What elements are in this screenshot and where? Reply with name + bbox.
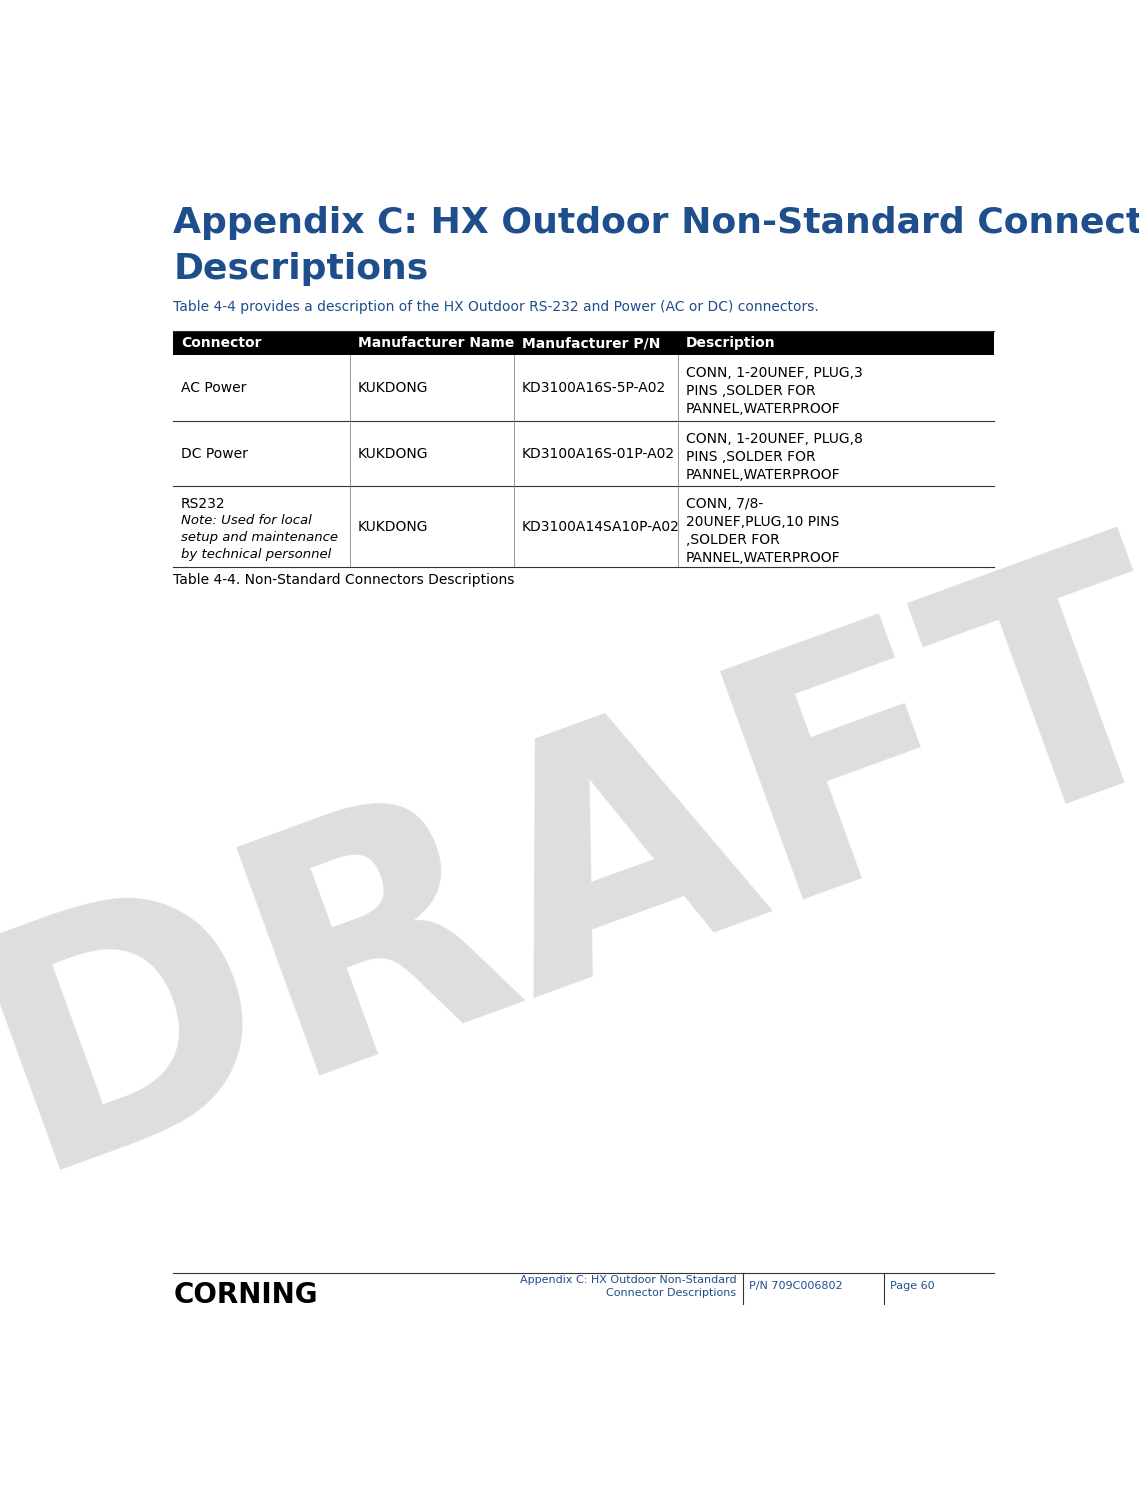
Text: DC Power: DC Power (181, 446, 248, 461)
Text: KD3100A16S-01P-A02: KD3100A16S-01P-A02 (522, 446, 674, 461)
Text: RS232: RS232 (181, 497, 226, 511)
Text: KUKDONG: KUKDONG (358, 381, 428, 396)
Bar (173, 331, 994, 355)
Text: Table 4-4 provides a description of the HX Outdoor RS-232 and Power (AC or DC) c: Table 4-4 provides a description of the … (173, 300, 819, 314)
Text: Note: Used for local: Note: Used for local (181, 514, 312, 527)
Text: Descriptions: Descriptions (173, 252, 428, 287)
Text: CONN, 7/8-: CONN, 7/8- (686, 497, 763, 511)
Text: PINS ,SOLDER FOR: PINS ,SOLDER FOR (686, 384, 816, 399)
Text: CONN, 1-20UNEF, PLUG,3: CONN, 1-20UNEF, PLUG,3 (686, 366, 862, 381)
Text: Manufacturer P/N: Manufacturer P/N (522, 336, 661, 351)
Text: KD3100A16S-5P-A02: KD3100A16S-5P-A02 (522, 381, 666, 396)
Text: 20UNEF,PLUG,10 PINS: 20UNEF,PLUG,10 PINS (686, 515, 839, 529)
Text: KUKDONG: KUKDONG (358, 520, 428, 534)
Text: by technical personnel: by technical personnel (181, 548, 331, 561)
Text: ,SOLDER FOR: ,SOLDER FOR (686, 533, 779, 548)
Text: PANNEL,WATERPROOF: PANNEL,WATERPROOF (686, 403, 841, 417)
Text: Manufacturer Name: Manufacturer Name (358, 336, 514, 351)
Bar (173, 487, 994, 567)
Text: Table 4-4. Non-Standard Connectors Descriptions: Table 4-4. Non-Standard Connectors Descr… (173, 573, 515, 587)
Text: PINS ,SOLDER FOR: PINS ,SOLDER FOR (686, 449, 816, 464)
Text: setup and maintenance: setup and maintenance (181, 532, 338, 543)
Text: CONN, 1-20UNEF, PLUG,8: CONN, 1-20UNEF, PLUG,8 (686, 431, 862, 446)
Text: KUKDONG: KUKDONG (358, 446, 428, 461)
Bar (173, 355, 994, 421)
Text: Appendix C: HX Outdoor Non-Standard Connector: Appendix C: HX Outdoor Non-Standard Conn… (173, 206, 1139, 240)
Text: KD3100A14SA10P-A02: KD3100A14SA10P-A02 (522, 520, 680, 534)
Text: Connector: Connector (181, 336, 262, 351)
Text: Description: Description (686, 336, 776, 351)
Text: P/N 709C006802: P/N 709C006802 (748, 1281, 843, 1291)
Text: DRAFT: DRAFT (0, 505, 1139, 1235)
Text: PANNEL,WATERPROOF: PANNEL,WATERPROOF (686, 551, 841, 566)
Text: Page 60: Page 60 (890, 1281, 935, 1291)
Text: CORNING: CORNING (173, 1281, 318, 1309)
Text: PANNEL,WATERPROOF: PANNEL,WATERPROOF (686, 467, 841, 482)
Text: Appendix C: HX Outdoor Non-Standard
Connector Descriptions: Appendix C: HX Outdoor Non-Standard Conn… (519, 1275, 737, 1297)
Bar (173, 421, 994, 487)
Text: AC Power: AC Power (181, 381, 246, 396)
